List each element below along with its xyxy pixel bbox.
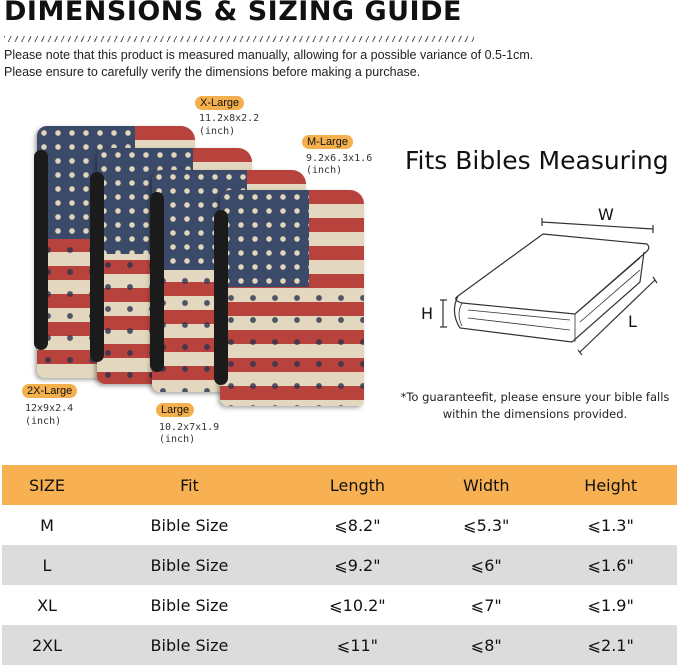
table-row: XL Bible Size ⩽10.2" ⩽7" ⩽1.9"	[2, 585, 677, 625]
header-length: Length	[286, 465, 429, 505]
strap	[90, 172, 104, 362]
cell: Bible Size	[150, 515, 229, 535]
strap	[34, 150, 48, 350]
hatch-divider	[4, 36, 474, 42]
size-pill-2x-large: 2X-Large	[22, 384, 78, 398]
cell: ⩽8.2"	[334, 515, 381, 535]
table-row: 2XL Bible Size ⩽11" ⩽8" ⩽2.1"	[2, 625, 677, 665]
strap	[150, 192, 164, 372]
size-pill-x-large: X-Large	[195, 96, 245, 110]
note-line-1: Please note that this product is measure…	[4, 48, 534, 62]
width-marker	[541, 218, 654, 233]
l-label: L	[628, 312, 637, 331]
cell: Bible Size	[92, 625, 287, 665]
page-title: DIMENSIONS & SIZING GUIDE	[4, 0, 462, 27]
cell: ⩽6"	[428, 545, 545, 585]
table-row: M Bible Size ⩽8.2" ⩽5.3" ⩽1.3"	[2, 505, 677, 545]
cell: ⩽9.2"	[286, 545, 429, 585]
size-pill-large: Large	[156, 403, 195, 417]
cell: ⩽5.3"	[463, 515, 510, 535]
size-unit: (inch)	[199, 126, 236, 137]
h-label: H	[421, 304, 434, 323]
cell: XL	[37, 595, 57, 615]
cell: ⩽8"	[428, 625, 545, 665]
footnote-line-2: within the dimensions provided.	[442, 407, 628, 421]
table-header: SIZE Fit Length Width Height	[2, 465, 677, 505]
strap	[214, 210, 228, 385]
cell: ⩽1.3"	[587, 515, 634, 535]
case-m-large	[220, 190, 364, 406]
cell: L	[2, 545, 93, 585]
cell: ⩽10.2"	[329, 595, 386, 615]
table-row: L Bible Size ⩽9.2" ⩽6" ⩽1.6"	[2, 545, 677, 585]
size-table: SIZE Fit Length Width Height M Bible Size…	[2, 465, 677, 665]
size-dims: 11.2x8x2.2	[199, 113, 260, 124]
header-size: SIZE	[2, 465, 93, 505]
cell: ⩽2.1"	[544, 625, 677, 665]
w-label: W	[598, 205, 614, 224]
size-dims: 9.2x6.3x1.6	[306, 153, 373, 164]
length-marker	[577, 276, 658, 356]
size-unit: (inch)	[306, 165, 343, 176]
cell: 2XL	[2, 625, 93, 665]
header-width: Width	[428, 465, 545, 505]
header-height: Height	[544, 465, 677, 505]
cell: ⩽11"	[286, 625, 429, 665]
size-unit: (inch)	[159, 434, 196, 445]
header-fit: Fit	[92, 465, 287, 505]
book-cover	[455, 233, 650, 315]
size-dims: 10.2x7x1.9	[159, 422, 220, 433]
cell: M	[40, 515, 54, 535]
size-unit: (inch)	[25, 416, 62, 427]
size-pill-m-large: M-Large	[302, 135, 353, 149]
book-diagram	[440, 218, 658, 356]
fit-title: Fits Bibles Measuring	[405, 146, 669, 175]
cell: ⩽1.6"	[544, 545, 677, 585]
cell: ⩽1.9"	[587, 595, 634, 615]
height-marker	[440, 299, 447, 328]
footnote-line-1: *To guaranteefit, please ensure your bib…	[400, 390, 670, 404]
size-dims: 12x9x2.4	[25, 403, 74, 414]
cell: ⩽7"	[470, 595, 502, 615]
note-line-2: Please ensure to carefully verify the di…	[4, 65, 421, 79]
cell: Bible Size	[150, 595, 229, 615]
cell: Bible Size	[92, 545, 287, 585]
